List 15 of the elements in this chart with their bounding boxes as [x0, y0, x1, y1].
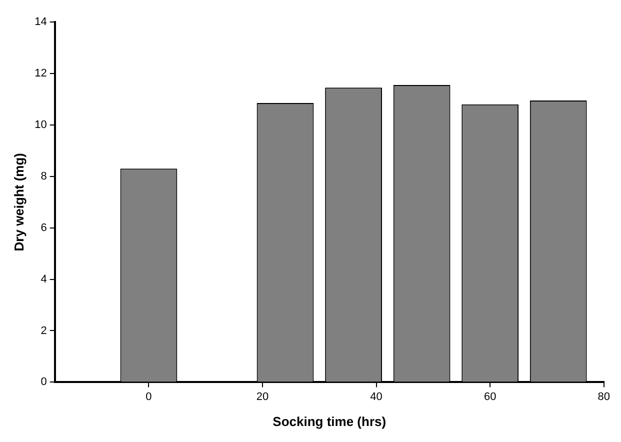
x-tick-label: 60: [484, 390, 496, 403]
y-tick-label: 10: [34, 118, 47, 131]
y-tick-label: 2: [40, 324, 47, 337]
x-tick-label: 0: [146, 390, 152, 403]
y-tick-label: 6: [40, 222, 47, 234]
y-axis-title: Dry weight (mg): [11, 152, 26, 252]
y-tick-label: 4: [40, 273, 47, 286]
y-tick-label: 8: [40, 170, 47, 182]
y-tick-label: 12: [34, 67, 47, 80]
x-tick-label: 40: [370, 390, 382, 403]
x-axis-title: Socking time (hrs): [272, 414, 386, 429]
y-tick-label: 0: [40, 376, 47, 388]
y-tick-label: 14: [34, 16, 47, 28]
x-tick-label: 80: [598, 390, 610, 403]
x-tick-label: 20: [256, 390, 269, 403]
